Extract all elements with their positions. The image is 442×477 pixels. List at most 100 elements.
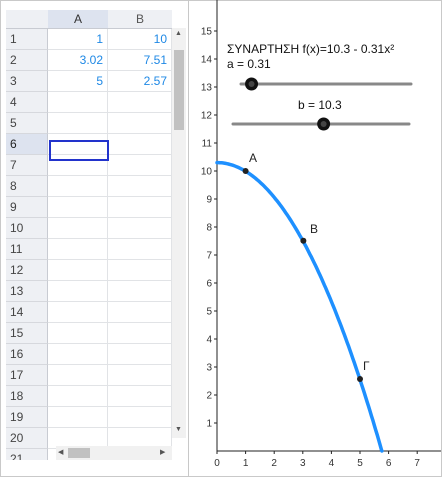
row-header[interactable]: 21 [6, 449, 48, 460]
slider-b-knob-center [320, 121, 327, 127]
scroll-up-icon[interactable]: ▲ [175, 30, 182, 37]
cell-a[interactable] [48, 260, 108, 281]
cell-a[interactable] [48, 176, 108, 197]
cell-a[interactable] [48, 281, 108, 302]
cell-a[interactable] [48, 239, 108, 260]
cell-b[interactable] [108, 92, 172, 113]
slider-a-knob-center [248, 81, 255, 87]
cell-b[interactable] [108, 365, 172, 386]
column-header-a[interactable]: A [48, 10, 108, 29]
cell-a[interactable] [48, 113, 108, 134]
cell-b[interactable] [108, 281, 172, 302]
cell-b[interactable]: 7.51 [108, 50, 172, 71]
row-header[interactable]: 3 [6, 71, 48, 92]
row-header[interactable]: 15 [6, 323, 48, 344]
x-tick-label: 5 [357, 458, 363, 469]
cell-b[interactable] [108, 407, 172, 428]
y-tick-label: 5 [206, 307, 212, 318]
cell-b[interactable] [108, 260, 172, 281]
cell-a[interactable] [48, 407, 108, 428]
y-tick-label: 3 [206, 363, 212, 374]
row-header[interactable]: 20 [6, 428, 48, 449]
cell-b[interactable] [108, 386, 172, 407]
y-tick-label: 12 [201, 111, 213, 122]
cell-b[interactable] [108, 302, 172, 323]
cell-b[interactable] [108, 239, 172, 260]
cell-a[interactable] [48, 386, 108, 407]
y-tick-label: 14 [201, 55, 213, 66]
cell-b[interactable] [108, 344, 172, 365]
graphics-view[interactable]: 1 2 3 4 5 6 7 8 9 10 11 12 13 14 15 0 1 2 3 4 5 6 7 ΣΥΝΑΡΤΗΣΗ … [189, 0, 441, 477]
scroll-left-icon[interactable]: ◀ [58, 449, 64, 456]
cell-b[interactable] [108, 218, 172, 239]
row-header[interactable]: 16 [6, 344, 48, 365]
cell-a[interactable] [48, 365, 108, 386]
row-header[interactable]: 12 [6, 260, 48, 281]
point-a[interactable] [242, 168, 249, 174]
y-tick-label: 7 [206, 251, 212, 262]
point-b[interactable] [300, 237, 307, 244]
row-header[interactable]: 11 [6, 239, 48, 260]
row-header[interactable]: 18 [6, 386, 48, 407]
row-header[interactable]: 4 [6, 92, 48, 113]
horizontal-scroll-thumb[interactable] [68, 448, 90, 458]
scroll-right-icon[interactable]: ▶ [160, 449, 166, 456]
row-header[interactable]: 14 [6, 302, 48, 323]
scroll-down-icon[interactable]: ▼ [175, 426, 182, 433]
row-header[interactable]: 19 [6, 407, 48, 428]
y-tick-label: 1 [206, 419, 212, 430]
cell-a[interactable]: 3.02 [48, 50, 108, 71]
cell-a[interactable] [48, 218, 108, 239]
row-header[interactable]: 7 [6, 155, 48, 176]
y-tick-label: 2 [206, 391, 212, 402]
cell-b[interactable] [108, 134, 172, 155]
cell-b[interactable]: 10 [108, 29, 172, 50]
y-tick-label: 13 [201, 83, 213, 94]
x-tick-label: 6 [386, 458, 392, 469]
cell-b[interactable] [108, 176, 172, 197]
slider-b-label: b = 10.3 [298, 98, 342, 112]
cell-a[interactable]: 1 [48, 29, 108, 50]
cell-b[interactable] [108, 113, 172, 134]
row-header[interactable]: 8 [6, 176, 48, 197]
row-header[interactable]: 10 [6, 218, 48, 239]
cell-a[interactable] [48, 302, 108, 323]
cell-a[interactable] [48, 323, 108, 344]
cell-a[interactable] [48, 197, 108, 218]
horizontal-scrollbar[interactable]: ◀ ▶ [56, 446, 172, 460]
vertical-scroll-thumb[interactable] [174, 50, 184, 130]
x-tick-label: 4 [329, 458, 335, 469]
row-header[interactable]: 2 [6, 50, 48, 71]
cell-b[interactable] [108, 323, 172, 344]
y-tick-label: 15 [201, 27, 213, 38]
cell-a[interactable] [48, 344, 108, 365]
vertical-scrollbar[interactable]: ▲ ▼ [172, 28, 186, 438]
column-header-b[interactable]: B [108, 10, 172, 29]
function-text: ΣΥΝΑΡΤΗΣΗ f(x)=10.3 - 0.31x² [227, 42, 395, 56]
cell-a[interactable] [48, 155, 108, 176]
row-header[interactable]: 17 [6, 365, 48, 386]
x-tick-label: 3 [300, 458, 306, 469]
cell-b[interactable]: 2.57 [108, 71, 172, 92]
view-divider[interactable] [188, 0, 189, 477]
y-tick-label: 8 [206, 223, 212, 234]
row-header[interactable]: 9 [6, 197, 48, 218]
y-tick-label: 10 [201, 167, 213, 178]
point-gamma[interactable] [357, 376, 363, 383]
cell-a[interactable] [48, 92, 108, 113]
x-tick-label: 2 [271, 458, 277, 469]
x-tick-label: 0 [214, 458, 220, 469]
row-header[interactable]: 5 [6, 113, 48, 134]
cell-b[interactable] [108, 197, 172, 218]
point-label-gamma: Γ [363, 359, 370, 373]
cell-b[interactable] [108, 155, 172, 176]
row-header[interactable]: 6 [6, 134, 48, 155]
row-header[interactable]: 13 [6, 281, 48, 302]
spreadsheet-view: A B 1 1 10 2 3.02 7.51 3 5 2.57 4 5 6 7 8 9 10 11 12 13 14 1… [6, 10, 188, 460]
row-header[interactable]: 1 [6, 29, 48, 50]
x-tick-label: 7 [414, 458, 420, 469]
selected-cell-a6[interactable] [49, 140, 109, 161]
cell-a[interactable]: 5 [48, 71, 108, 92]
function-curve[interactable] [215, 160, 384, 453]
